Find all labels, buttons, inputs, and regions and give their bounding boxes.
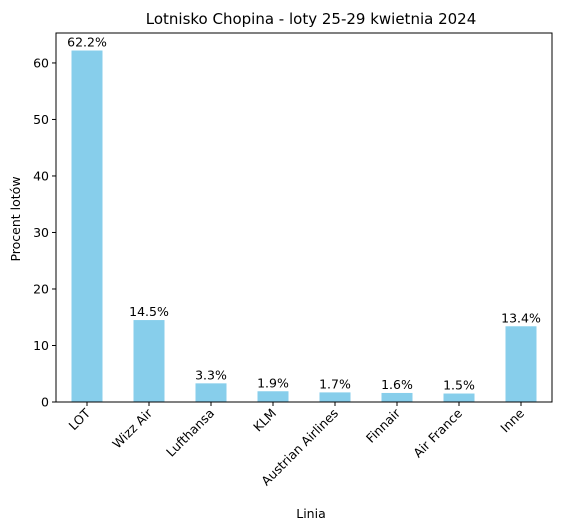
bar-7 <box>505 326 537 402</box>
data-label-7: 13.4% <box>501 310 541 325</box>
x-tick-label-7: Inne <box>497 405 527 435</box>
bar-0 <box>71 50 103 403</box>
data-label-5: 1.6% <box>381 377 413 392</box>
x-tick-label-1: Wizz Air <box>109 405 155 451</box>
bar-2 <box>195 383 227 402</box>
y-tick-label-4: 40 <box>33 168 49 183</box>
data-label-4: 1.7% <box>319 376 351 391</box>
y-tick-label-1: 10 <box>33 338 49 353</box>
bars-group <box>71 50 537 403</box>
data-label-3: 1.9% <box>257 375 289 390</box>
x-tick-label-0: LOT <box>66 405 94 433</box>
bar-5 <box>381 392 413 402</box>
y-tick-label-2: 20 <box>33 281 49 296</box>
data-label-0: 62.2% <box>67 35 107 50</box>
y-axis-label: Procent lotów <box>8 176 23 261</box>
plot-frame <box>55 32 553 403</box>
y-tick-label-0: 0 <box>41 395 49 410</box>
bar-1 <box>133 320 165 402</box>
x-tick-label-6: Air France <box>410 405 465 460</box>
data-labels-group: 62.2% 14.5% 3.3% 1.9% 1.7% 1.6% 1.5% 13.4% <box>67 35 541 393</box>
data-label-6: 1.5% <box>443 378 475 393</box>
x-axis-label: Linia <box>296 506 326 521</box>
bar-4 <box>319 392 351 402</box>
y-tick-label-3: 30 <box>33 225 49 240</box>
data-label-1: 14.5% <box>129 304 169 319</box>
data-label-2: 3.3% <box>195 367 227 382</box>
bar-3 <box>257 391 289 402</box>
y-tick-label-5: 50 <box>33 112 49 127</box>
x-tick-label-3: KLM <box>250 406 279 435</box>
x-tick-label-5: Finnair <box>363 405 404 446</box>
x-tick-label-2: Lufthansa <box>163 406 217 460</box>
chart-title: Lotnisko Chopina - loty 25-29 kwietnia 2… <box>146 10 477 28</box>
y-tick-label-6: 60 <box>33 55 49 70</box>
y-axis: 0 10 20 30 40 50 60 <box>33 55 56 410</box>
bar-6 <box>443 393 475 402</box>
